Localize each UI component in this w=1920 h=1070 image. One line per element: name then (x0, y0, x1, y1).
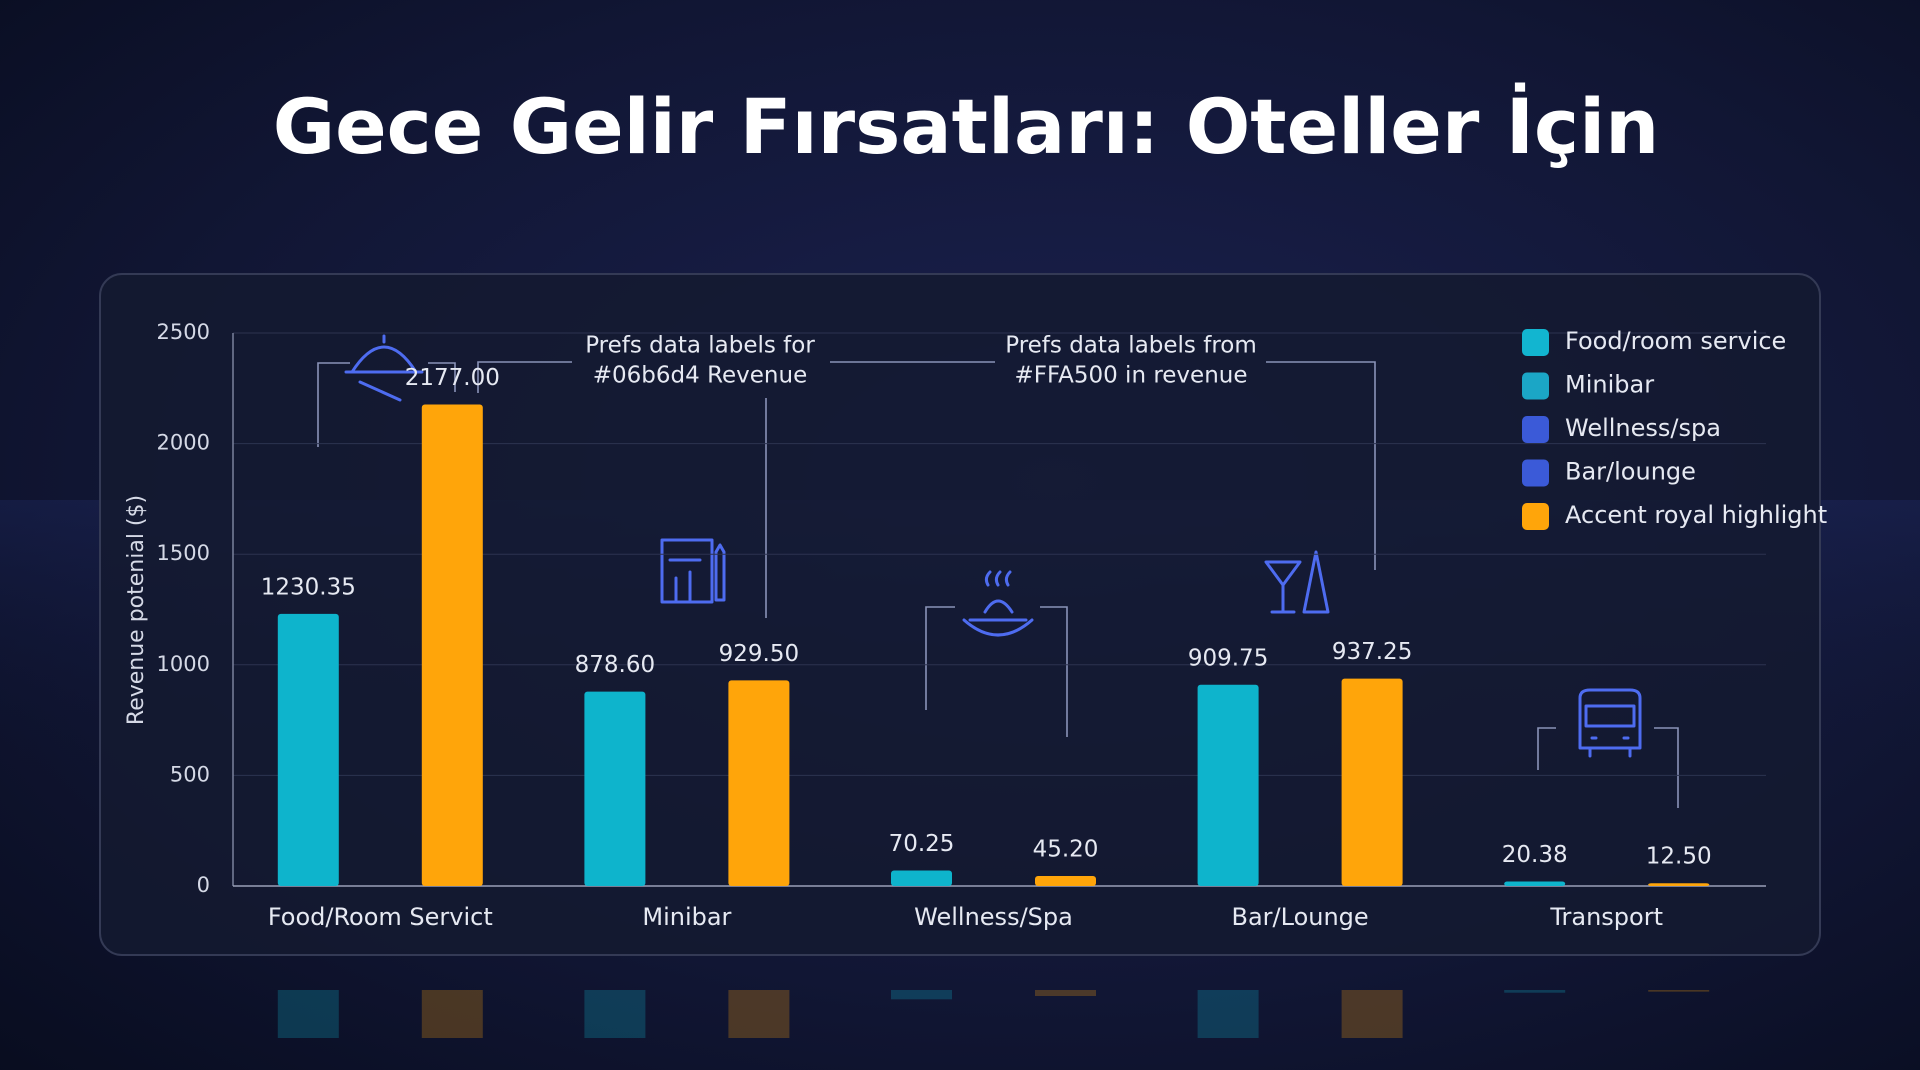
legend-label: Food/room service (1565, 327, 1786, 355)
value-label: 20.38 (1502, 842, 1568, 868)
value-label: 12.50 (1646, 844, 1712, 870)
bar-reflection (1504, 990, 1566, 993)
annotation: Prefs data labels from (1005, 333, 1257, 359)
bar (277, 613, 339, 886)
bar-reflection (1341, 990, 1403, 1038)
bar-icon (1264, 550, 1330, 614)
bar (1197, 684, 1259, 886)
legend-label: Minibar (1565, 371, 1654, 399)
legend-swatch (1522, 416, 1549, 443)
value-label: 2177.00 (405, 365, 500, 391)
cloche-icon (344, 334, 424, 402)
chart-title: Gece Gelir Fırsatları: Oteller İçin (273, 81, 1660, 171)
x-tick-label: Wellness/Spa (914, 903, 1073, 931)
connector (317, 362, 350, 447)
connector (1266, 361, 1376, 570)
x-tick-label: Bar/Lounge (1232, 903, 1369, 931)
bus-icon (1578, 688, 1642, 758)
annotation: #06b6d4 Revenue (593, 363, 807, 389)
connector (925, 606, 955, 710)
legend-swatch (1522, 329, 1549, 356)
x-tick-label: Minibar (642, 903, 731, 931)
connector (1040, 606, 1068, 737)
x-tick-label: Food/Room Servict (268, 903, 493, 931)
y-tick-label: 1000 (157, 652, 210, 676)
value-label: 878.60 (575, 652, 655, 678)
legend-swatch (1522, 372, 1549, 400)
bar (1341, 678, 1403, 886)
connector (1654, 727, 1679, 808)
minibar-icon (660, 538, 726, 604)
decorations (317, 334, 1679, 808)
x-tick-label: Transport (1549, 903, 1663, 931)
bar-reflection (728, 990, 790, 1038)
bar (421, 404, 483, 886)
connector (477, 361, 572, 393)
annotation: Prefs data labels for (585, 333, 815, 359)
bar (1504, 881, 1566, 886)
bar (1648, 883, 1710, 886)
legend-swatch (1522, 503, 1549, 530)
bar (728, 680, 790, 886)
y-axis-label: Revenue potenial ($) (124, 495, 149, 725)
bar-reflection (891, 990, 952, 1000)
spa-icon (962, 570, 1034, 637)
bar-reflection (1197, 990, 1259, 1038)
bar (1035, 876, 1096, 886)
y-tick-label: 1500 (157, 541, 210, 565)
value-label: 45.20 (1033, 837, 1099, 863)
value-label: 929.50 (719, 641, 799, 667)
value-label: 1230.35 (261, 574, 356, 600)
annotation: #FFA500 in revenue (1014, 363, 1247, 389)
bar-reflection (421, 990, 483, 1038)
legend-label: Accent royal highlight (1565, 501, 1827, 529)
bar (891, 870, 952, 886)
bar-reflection (1648, 990, 1710, 992)
bar-reflection (1035, 990, 1096, 996)
legend-swatch (1522, 459, 1549, 487)
connector (428, 362, 456, 392)
bar (584, 691, 646, 886)
value-label: 70.25 (889, 831, 955, 857)
value-label: 937.25 (1332, 639, 1412, 665)
connector (1537, 727, 1556, 770)
bar-reflection (584, 990, 646, 1038)
legend-label: Bar/lounge (1565, 458, 1696, 486)
value-label: 909.75 (1188, 645, 1268, 671)
y-tick-label: 0 (197, 873, 210, 897)
y-tick-label: 500 (170, 762, 210, 786)
bar-reflection (277, 990, 339, 1038)
legend-label: Wellness/spa (1565, 414, 1721, 442)
y-tick-label: 2500 (157, 320, 210, 344)
y-tick-label: 2000 (157, 431, 210, 455)
